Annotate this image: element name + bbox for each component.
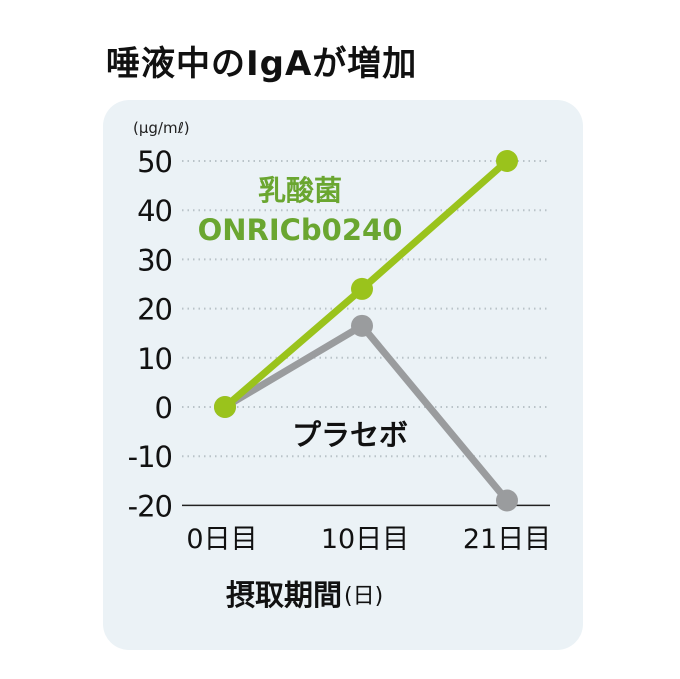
y-tick-label: -20 bbox=[128, 489, 172, 523]
x-tick-label: 21日目 bbox=[463, 524, 551, 555]
x-tick-label: 10日目 bbox=[321, 524, 409, 555]
series-label-strain: ONRICb0240 bbox=[198, 213, 403, 247]
y-tick-label: 0 bbox=[155, 391, 172, 425]
x-axis-unit: (日) bbox=[344, 584, 383, 609]
y-tick-label: 10 bbox=[137, 342, 172, 376]
y-tick-label: 40 bbox=[137, 194, 172, 228]
y-tick-label: 50 bbox=[137, 145, 172, 179]
data-point bbox=[496, 150, 518, 172]
data-point bbox=[351, 314, 373, 337]
series-line-placebo bbox=[223, 322, 510, 503]
y-tick-label: 30 bbox=[137, 243, 172, 277]
chart-title: 唾液中のIgAが増加 bbox=[106, 44, 418, 84]
data-point bbox=[351, 277, 373, 300]
x-axis-title: 摂取期間 bbox=[226, 578, 342, 612]
chart-panel bbox=[103, 100, 583, 650]
series-label-placebo: プラセボ bbox=[292, 418, 408, 452]
series-label-lactobacillus: 乳酸菌 bbox=[258, 174, 342, 207]
y-tick-label: 20 bbox=[137, 293, 172, 327]
data-point bbox=[496, 489, 518, 512]
x-tick-label: 0日目 bbox=[186, 524, 257, 555]
data-point bbox=[214, 396, 236, 418]
y-axis-unit: (μg/mℓ) bbox=[133, 119, 190, 137]
y-tick-label: -10 bbox=[128, 440, 172, 474]
